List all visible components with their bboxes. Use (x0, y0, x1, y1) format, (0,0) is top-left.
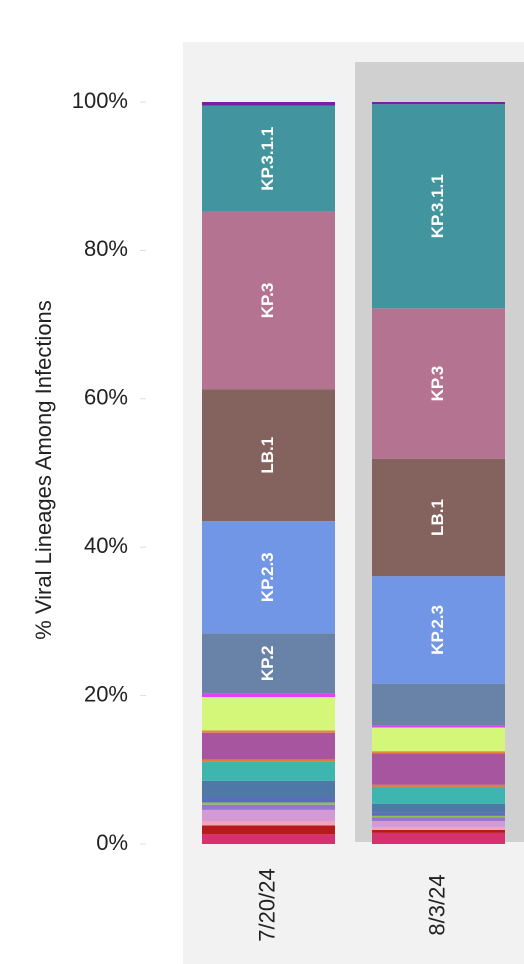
y-tick-label: 20% (84, 681, 128, 706)
segment-label: KP.3.1.1 (258, 127, 277, 191)
bar-segment (202, 780, 335, 798)
bar-segment (202, 730, 335, 733)
bar-segment (202, 761, 335, 781)
bar-segment (202, 825, 335, 835)
bar-segment (202, 693, 335, 698)
bar-segment (202, 102, 335, 106)
bar-segment (202, 732, 335, 760)
bar-segment (202, 797, 335, 803)
bar-segment (372, 102, 505, 105)
bar-segment (202, 834, 335, 844)
segment-label: KP.3 (428, 366, 447, 402)
bar-segment (202, 820, 335, 826)
x-tick-label: 8/3/24 (424, 874, 449, 935)
y-tick-label: 80% (84, 236, 128, 261)
bar-segment (202, 389, 335, 522)
bar-segment (202, 521, 335, 634)
segment-label: KP.2 (258, 646, 277, 682)
bar-segment (372, 458, 505, 577)
bar-segment (372, 826, 505, 830)
bar-segment (372, 832, 505, 844)
bar-segment (372, 786, 505, 804)
bar-segment (202, 105, 335, 212)
bar-segment (372, 803, 505, 813)
bar-segment (372, 815, 505, 818)
bar-segment (202, 211, 335, 390)
bar-segment (202, 809, 335, 821)
y-tick-label: 60% (84, 385, 128, 410)
y-tick-label: 100% (72, 88, 128, 113)
bar-segment (372, 576, 505, 684)
segment-label: LB.1 (428, 499, 447, 536)
bar-segment (372, 829, 505, 833)
bar-segment (372, 308, 505, 459)
bar-segment (372, 784, 505, 787)
y-tick-label: 0% (96, 830, 128, 855)
bar-segment (372, 104, 505, 309)
x-tick-label: 7/20/24 (254, 868, 279, 941)
bar-segment (372, 751, 505, 754)
segment-label: KP.3 (258, 283, 277, 319)
bar-segment (372, 812, 505, 816)
segment-label: KP.2.3 (428, 605, 447, 655)
bar-segment (202, 633, 335, 694)
bar-segment (372, 817, 505, 821)
bar-segment (202, 804, 335, 810)
y-axis-title: % Viral Lineages Among Infections (31, 300, 56, 640)
bar-segment (202, 759, 335, 762)
y-tick-label: 40% (84, 533, 128, 558)
segment-label: KP.3.1.1 (428, 174, 447, 238)
bar-segment (372, 683, 505, 726)
segment-label: LB.1 (258, 437, 277, 474)
bar-segment (372, 753, 505, 785)
bar-segment (202, 802, 335, 805)
bar-segment (202, 697, 335, 731)
bar-segment (372, 725, 505, 728)
segment-label: KP.2.3 (258, 552, 277, 602)
bar-segment (372, 820, 505, 827)
bar-segment (372, 727, 505, 752)
